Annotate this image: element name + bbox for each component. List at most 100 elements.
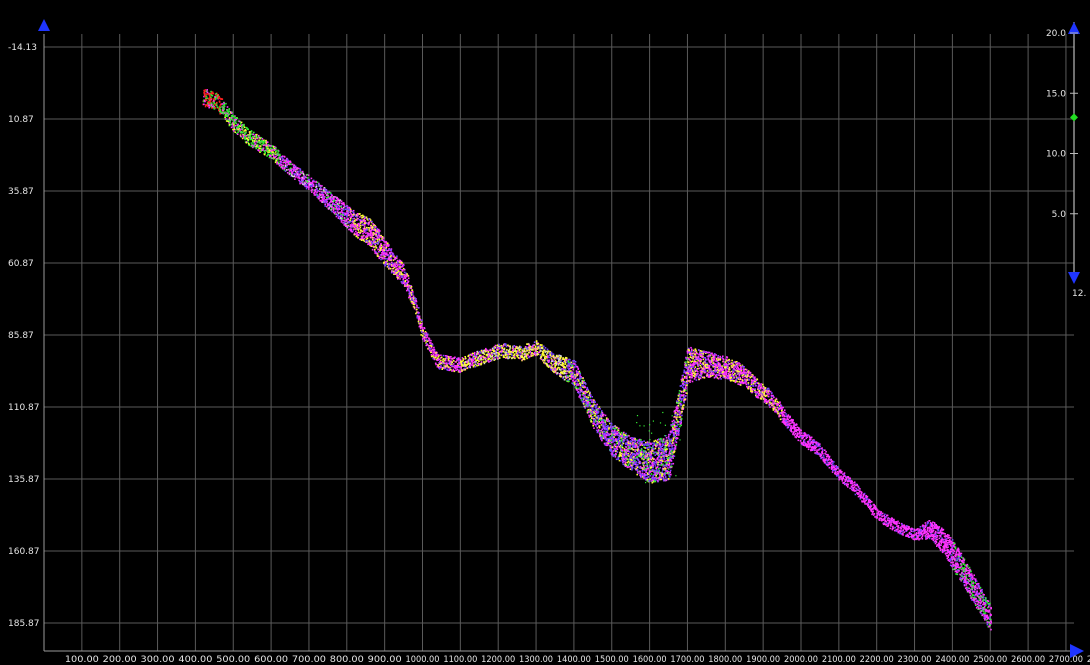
data-point (278, 164, 281, 167)
data-point (584, 396, 586, 398)
data-point (390, 263, 392, 266)
data-point (671, 431, 673, 434)
data-point (468, 360, 471, 362)
data-point (409, 293, 412, 295)
data-point (365, 235, 367, 237)
data-point (369, 227, 372, 229)
data-point (305, 181, 308, 184)
data-point (540, 358, 543, 361)
data-point (282, 164, 285, 167)
data-point (368, 240, 371, 242)
data-point (644, 453, 647, 455)
data-point (381, 252, 383, 254)
data-point (542, 359, 544, 362)
data-point (547, 361, 550, 363)
data-point (448, 363, 451, 365)
data-point (357, 227, 359, 230)
data-point (352, 228, 355, 231)
data-point (524, 346, 527, 348)
data-point (242, 127, 244, 130)
data-point (604, 425, 606, 427)
data-point (657, 446, 660, 449)
data-point (360, 215, 362, 217)
data-point (223, 102, 225, 104)
data-point (399, 261, 401, 263)
data-point (235, 129, 237, 131)
data-point (246, 128, 249, 130)
data-point (321, 198, 324, 200)
data-point (616, 429, 619, 431)
data-point (402, 277, 405, 280)
data-point (432, 356, 435, 359)
data-point (403, 273, 405, 276)
data-point (600, 438, 602, 440)
data-point (651, 449, 654, 452)
data-point (610, 450, 613, 452)
data-point (308, 188, 310, 190)
data-point (358, 231, 360, 233)
data-point (435, 352, 437, 354)
data-point (354, 233, 357, 235)
data-point (373, 241, 375, 243)
data-point (393, 263, 395, 266)
data-point (300, 180, 302, 183)
grid-layer (44, 34, 1074, 651)
data-point (494, 346, 497, 349)
data-point (574, 383, 576, 386)
data-point (576, 374, 579, 377)
data-point (466, 360, 468, 363)
data-point (458, 363, 460, 366)
data-point (639, 452, 641, 454)
data-point (569, 370, 571, 373)
data-point (237, 128, 239, 131)
data-point (535, 349, 537, 351)
data-point (549, 354, 552, 356)
data-point (664, 460, 666, 462)
data-point (206, 104, 208, 106)
data-point (649, 455, 651, 458)
data-point (647, 442, 649, 445)
data-point (485, 360, 488, 362)
data-point (637, 464, 639, 466)
data-point (617, 456, 620, 459)
data-point (246, 127, 248, 129)
data-point (429, 344, 431, 347)
data-point (328, 205, 331, 208)
data-point (341, 211, 344, 214)
data-point (666, 439, 668, 442)
data-point (387, 258, 390, 261)
data-point (211, 103, 213, 105)
data-point (634, 460, 636, 462)
data-point (543, 360, 546, 362)
data-point (262, 149, 265, 151)
data-point (307, 182, 310, 185)
data-point (665, 469, 667, 472)
data-point (268, 149, 271, 151)
data-point (572, 382, 575, 384)
data-point (597, 423, 599, 425)
data-point (636, 452, 639, 455)
data-point (300, 178, 303, 180)
data-point (627, 434, 629, 437)
data-point (338, 201, 341, 203)
data-point (430, 355, 433, 358)
data-point (452, 368, 455, 371)
data-point (669, 442, 671, 444)
data-point (625, 457, 628, 460)
data-point (321, 201, 324, 203)
data-point (297, 167, 300, 170)
data-point (673, 435, 676, 438)
data-point (597, 410, 600, 413)
data-point (643, 476, 646, 478)
data-point (433, 346, 435, 349)
data-point (450, 357, 452, 360)
data-point (469, 365, 471, 368)
data-point (648, 479, 650, 481)
data-point (645, 460, 648, 463)
data-point (397, 270, 400, 272)
data-point (587, 390, 590, 393)
data-point (675, 444, 678, 446)
data-point (629, 464, 632, 467)
